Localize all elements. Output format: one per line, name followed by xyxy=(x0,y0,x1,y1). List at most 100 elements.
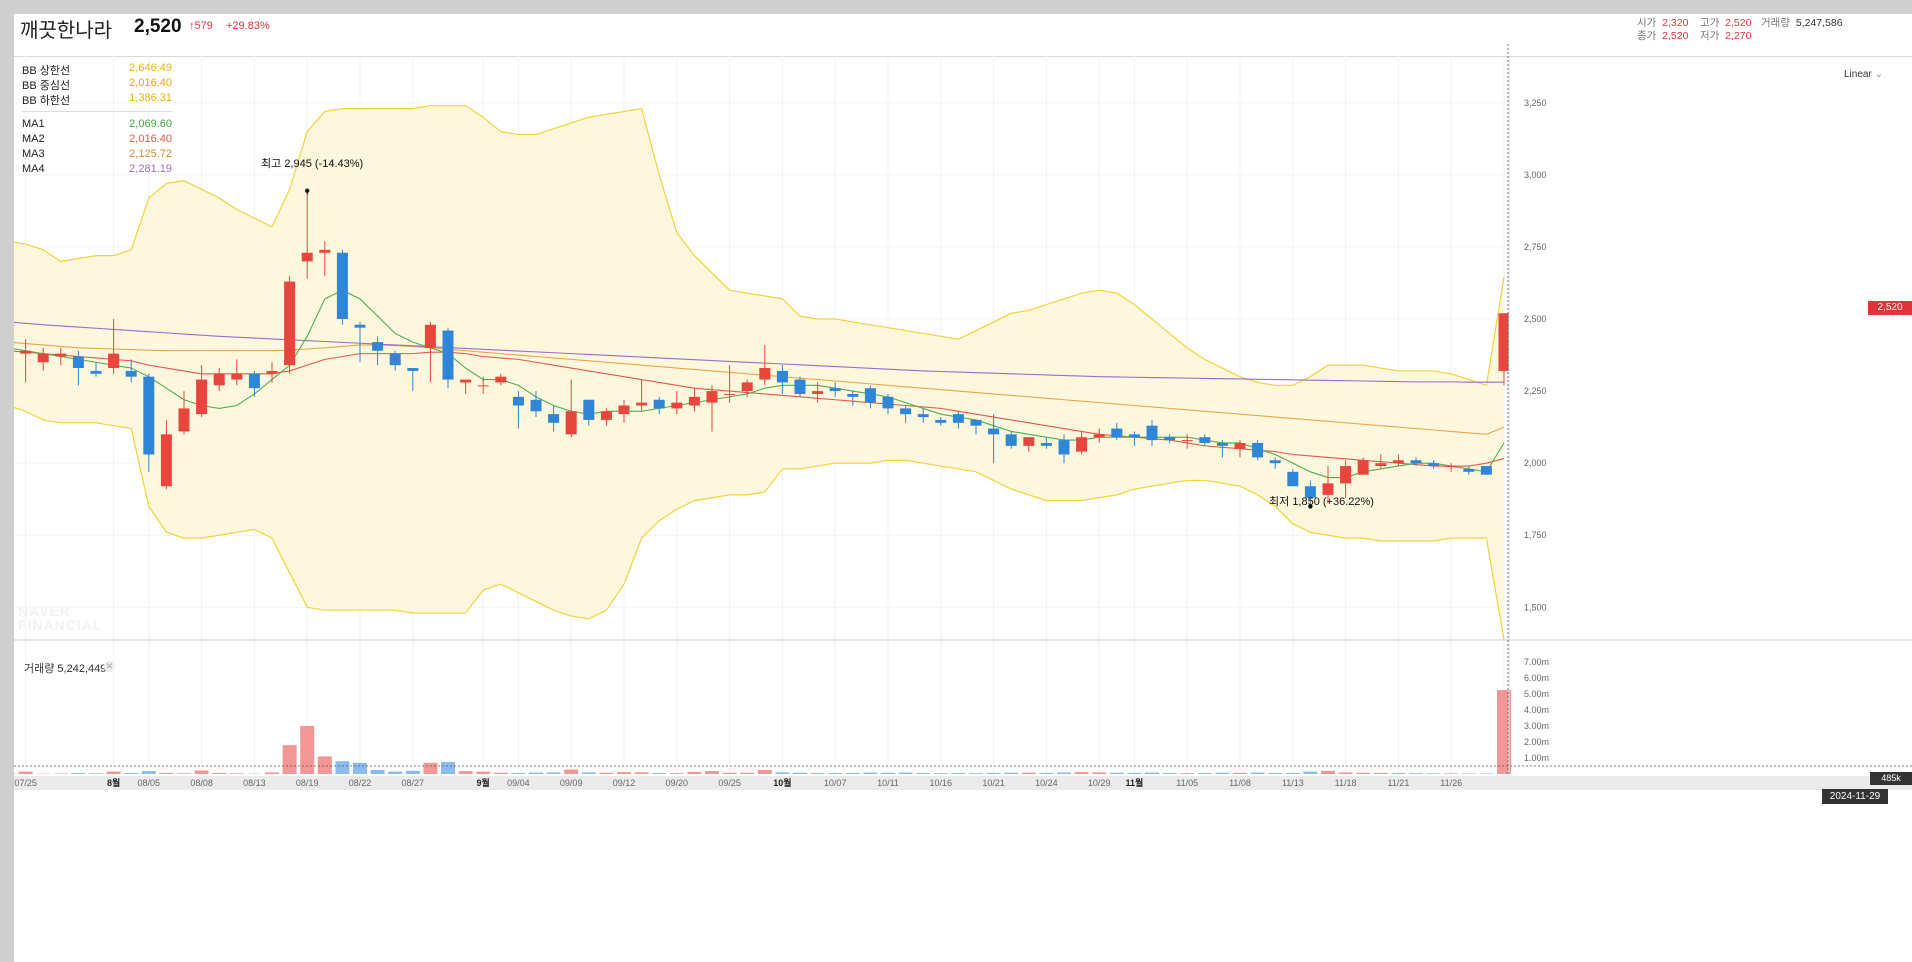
candle-body[interactable] xyxy=(512,396,524,406)
candle-body[interactable] xyxy=(407,368,419,371)
candle-body[interactable] xyxy=(1023,437,1035,446)
volume-bar[interactable] xyxy=(757,770,772,774)
volume-bar[interactable] xyxy=(405,770,420,774)
volume-bar[interactable] xyxy=(106,771,121,774)
candle-body[interactable] xyxy=(1005,434,1017,446)
candle-body[interactable] xyxy=(1146,425,1158,441)
volume-bar[interactable] xyxy=(458,771,473,774)
candle-body[interactable] xyxy=(864,388,876,403)
candle-body[interactable] xyxy=(477,385,489,387)
volume-bar[interactable] xyxy=(546,772,561,774)
volume-bar[interactable] xyxy=(1145,772,1159,774)
candle-body[interactable] xyxy=(1128,434,1140,438)
price-volume-chart[interactable]: 1,500 1,750 2,000 2,250 2,500 2,750 3,000 3,250… xyxy=(14,14,1912,962)
candle-body[interactable] xyxy=(266,370,278,374)
volume-bar[interactable] xyxy=(1285,772,1300,774)
candle-body[interactable] xyxy=(1287,471,1299,487)
candle-body[interactable] xyxy=(794,379,806,394)
volume-bar[interactable] xyxy=(370,770,385,774)
volume-bar[interactable] xyxy=(388,771,403,774)
candle-body[interactable] xyxy=(178,408,190,432)
volume-bar[interactable] xyxy=(740,772,755,774)
candle-body[interactable] xyxy=(160,434,172,487)
candle-body[interactable] xyxy=(1111,428,1123,438)
volume-bar[interactable] xyxy=(71,773,86,774)
candle-body[interactable] xyxy=(724,393,736,395)
candle-body[interactable] xyxy=(1375,463,1387,467)
candle-body[interactable] xyxy=(495,376,507,383)
volume-bar[interactable] xyxy=(194,770,209,774)
volume-bar[interactable] xyxy=(441,762,455,774)
candle-body[interactable] xyxy=(125,370,137,377)
candle-body[interactable] xyxy=(336,252,348,320)
candle-body[interactable] xyxy=(1428,463,1440,467)
candle-body[interactable] xyxy=(917,414,929,418)
candle-body[interactable] xyxy=(548,414,560,423)
candle-body[interactable] xyxy=(935,419,947,423)
candle-body[interactable] xyxy=(90,370,102,374)
candle-body[interactable] xyxy=(1234,442,1246,449)
candle-body[interactable] xyxy=(301,252,313,262)
volume-bar[interactable] xyxy=(18,771,33,774)
candle-body[interactable] xyxy=(706,391,718,403)
volume-bar[interactable] xyxy=(652,773,667,774)
volume-bar[interactable] xyxy=(969,773,983,774)
volume-bar[interactable] xyxy=(1109,772,1124,774)
volume-bar[interactable] xyxy=(705,771,719,774)
volume-bar[interactable] xyxy=(1162,773,1177,774)
candle-body[interactable] xyxy=(1199,437,1211,443)
candle-body[interactable] xyxy=(389,353,401,366)
volume-bar[interactable] xyxy=(599,772,614,774)
volume-bar[interactable] xyxy=(1039,772,1054,774)
candle-body[interactable] xyxy=(1164,437,1176,441)
candle-body[interactable] xyxy=(1322,483,1334,495)
candle-body[interactable] xyxy=(1252,442,1264,458)
volume-bar[interactable] xyxy=(335,761,350,774)
volume-bar[interactable] xyxy=(1250,772,1265,774)
candle-body[interactable] xyxy=(72,356,84,369)
volume-bar[interactable] xyxy=(476,771,491,774)
candle-body[interactable] xyxy=(671,402,683,409)
candle-body[interactable] xyxy=(55,353,67,357)
candle-body[interactable] xyxy=(530,399,542,412)
volume-bar[interactable] xyxy=(124,773,139,774)
volume-bar[interactable] xyxy=(581,772,596,774)
volume-bar[interactable] xyxy=(810,773,825,774)
volume-bar[interactable] xyxy=(1233,772,1247,774)
candle-body[interactable] xyxy=(20,350,32,354)
volume-bar[interactable] xyxy=(775,772,790,774)
candle-body[interactable] xyxy=(1463,468,1475,472)
candle-body[interactable] xyxy=(600,411,612,420)
volume-bar[interactable] xyxy=(1373,772,1388,774)
volume-bar[interactable] xyxy=(423,762,438,774)
volume-bar[interactable] xyxy=(1444,773,1459,774)
volume-bar[interactable] xyxy=(828,773,843,774)
candle-body[interactable] xyxy=(759,368,771,380)
candle-body[interactable] xyxy=(372,342,384,351)
candle-body[interactable] xyxy=(741,382,753,392)
candle-body[interactable] xyxy=(636,402,648,406)
volume-bar[interactable] xyxy=(282,745,297,774)
volume-bar[interactable] xyxy=(722,772,737,774)
candle-body[interactable] xyxy=(37,353,49,363)
volume-bar[interactable] xyxy=(229,773,244,774)
volume-bar[interactable] xyxy=(1197,773,1212,774)
candle-body[interactable] xyxy=(213,373,225,386)
volume-bar[interactable] xyxy=(1356,772,1371,774)
candle-body[interactable] xyxy=(970,419,982,426)
candle-body[interactable] xyxy=(1357,460,1369,475)
candle-body[interactable] xyxy=(231,373,243,380)
candle-body[interactable] xyxy=(1410,460,1422,464)
volume-bar[interactable] xyxy=(14,773,15,774)
volume-bar[interactable] xyxy=(1338,772,1353,774)
volume-bar[interactable] xyxy=(687,771,702,774)
candle-body[interactable] xyxy=(829,388,841,392)
candle-body[interactable] xyxy=(460,379,472,383)
volume-bar[interactable] xyxy=(1004,772,1019,774)
volume-bar[interactable] xyxy=(159,772,174,774)
candle-body[interactable] xyxy=(1304,486,1316,498)
candle-body[interactable] xyxy=(424,324,436,348)
volume-bar[interactable] xyxy=(1074,772,1089,774)
candle-body[interactable] xyxy=(1216,442,1228,446)
candle-body[interactable] xyxy=(248,373,260,389)
